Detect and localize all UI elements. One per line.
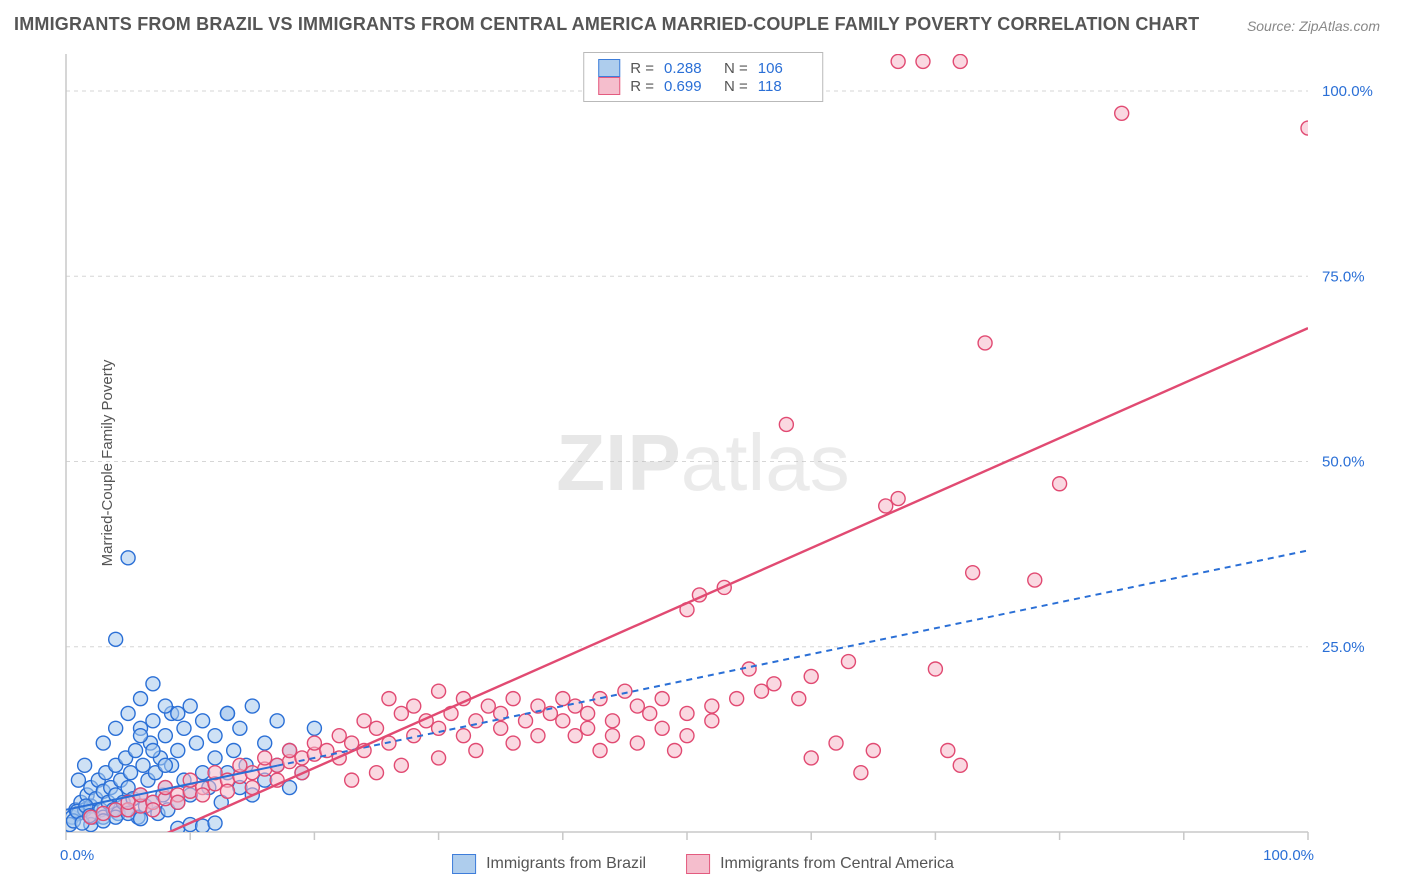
chart-title: IMMIGRANTS FROM BRAZIL VS IMMIGRANTS FRO… xyxy=(14,14,1199,35)
legend-n-value-brazil: 106 xyxy=(758,60,808,77)
legend-row-centralamerica: R = 0.699 N = 118 xyxy=(598,77,808,95)
legend-n-label: N = xyxy=(724,60,748,77)
legend-r-label: R = xyxy=(630,60,654,77)
svg-text:100.0%: 100.0% xyxy=(1263,847,1314,864)
legend-r-value-brazil: 0.288 xyxy=(664,60,714,77)
svg-text:75.0%: 75.0% xyxy=(1322,268,1365,285)
legend-n-label: N = xyxy=(724,78,748,95)
scatter-chart: 25.0% 50.0% 75.0% 100.0% 0.0% 100.0% xyxy=(14,48,1392,878)
source-value: ZipAtlas.com xyxy=(1299,18,1380,34)
legend-r-label: R = xyxy=(630,78,654,95)
legend-item-brazil: Immigrants from Brazil xyxy=(452,854,646,874)
y-axis-label: Married-Couple Family Poverty xyxy=(99,360,116,567)
chart-container: Married-Couple Family Poverty ZIPatlas 2… xyxy=(14,48,1392,878)
svg-text:25.0%: 25.0% xyxy=(1322,639,1365,656)
svg-text:100.0%: 100.0% xyxy=(1322,83,1373,100)
legend-swatch-icon xyxy=(686,854,710,874)
svg-text:50.0%: 50.0% xyxy=(1322,454,1365,471)
legend-label-brazil: Immigrants from Brazil xyxy=(486,855,646,873)
series-legend: Immigrants from Brazil Immigrants from C… xyxy=(452,854,954,874)
legend-r-value-centralamerica: 0.699 xyxy=(664,78,714,95)
source-attribution: Source: ZipAtlas.com xyxy=(1247,18,1380,34)
source-label: Source: xyxy=(1247,18,1295,34)
legend-row-brazil: R = 0.288 N = 106 xyxy=(598,59,808,77)
svg-text:0.0%: 0.0% xyxy=(60,847,94,864)
legend-swatch-brazil xyxy=(598,59,620,77)
legend-swatch-centralamerica xyxy=(598,77,620,95)
legend-swatch-icon xyxy=(452,854,476,874)
legend-n-value-centralamerica: 118 xyxy=(758,78,808,95)
legend-item-centralamerica: Immigrants from Central America xyxy=(686,854,954,874)
correlation-legend: R = 0.288 N = 106 R = 0.699 N = 118 xyxy=(583,52,823,102)
legend-label-centralamerica: Immigrants from Central America xyxy=(720,855,954,873)
